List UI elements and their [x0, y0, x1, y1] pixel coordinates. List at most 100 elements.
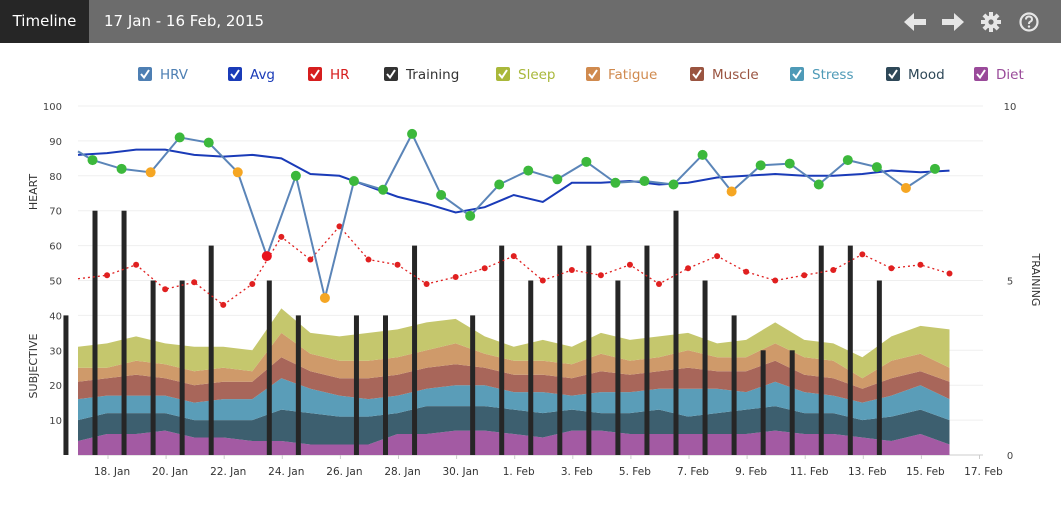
hrv-point: [116, 163, 127, 174]
axis-title-subjective: SUBJECTIVE: [27, 334, 40, 399]
legend-label-hrv[interactable]: HRV: [160, 67, 189, 83]
legend-checkbox-sleep[interactable]: [496, 67, 510, 81]
checkmark-icon: [310, 69, 320, 80]
timeline-chart: HRV Avg HR Training Sleep Fatigue Muscle Stress…: [27, 67, 1042, 478]
hrv-point: [581, 156, 592, 167]
hr-point: [191, 279, 198, 286]
toolbar: [903, 0, 1041, 43]
hr-point: [626, 261, 633, 268]
help-icon[interactable]: [1017, 10, 1041, 34]
hr-point: [772, 277, 779, 284]
axis-title-training: TRAINING: [1029, 253, 1042, 307]
gear-icon[interactable]: [979, 10, 1003, 34]
x-tick-label: 18. Jan: [94, 466, 130, 478]
legend-checkbox-fatigue[interactable]: [586, 67, 600, 81]
training-bar: [208, 245, 214, 455]
hr-point: [423, 280, 430, 287]
legend-label-avg[interactable]: Avg: [250, 67, 275, 83]
checkmark-icon: [976, 69, 986, 80]
left-tick-label: 70: [49, 207, 62, 218]
hr-point: [452, 274, 459, 281]
x-tick-label: 17. Feb: [964, 466, 1003, 478]
hr-point: [481, 265, 488, 272]
hrv-point: [523, 165, 534, 176]
arrow-right-icon[interactable]: [941, 10, 965, 34]
arrow-left-icon[interactable]: [903, 10, 927, 34]
left-tick-label: 60: [49, 242, 62, 253]
training-bar: [760, 350, 766, 455]
legend-checkbox-training[interactable]: [384, 67, 398, 81]
legend-label-stress[interactable]: Stress: [812, 67, 854, 83]
legend-checkbox-hr[interactable]: [308, 67, 322, 81]
checkmark-icon: [230, 69, 240, 80]
legend-checkbox-avg[interactable]: [228, 67, 242, 81]
training-bar: [383, 315, 388, 455]
legend-label-mood[interactable]: Mood: [908, 67, 945, 83]
checkmark-icon: [692, 69, 702, 80]
legend-label-training[interactable]: Training: [405, 67, 459, 83]
hrv-point: [871, 162, 882, 173]
hr-point: [249, 280, 256, 287]
hr-point: [539, 277, 546, 284]
legend-checkbox-hrv[interactable]: [138, 67, 152, 81]
checkmark-icon: [498, 69, 508, 80]
hrv-point: [697, 149, 708, 160]
training-bar: [470, 315, 476, 455]
hrv-point: [755, 160, 766, 171]
right-tick-label: 0: [1007, 451, 1013, 462]
hr-point: [394, 261, 401, 268]
hrv-point: [813, 179, 824, 190]
x-tick-label: 11. Feb: [790, 466, 829, 478]
legend-checkbox-stress[interactable]: [790, 67, 804, 81]
hr-point: [656, 280, 662, 287]
hrv-point: [668, 179, 679, 190]
hrv-point: [610, 177, 621, 188]
training-bar: [818, 245, 824, 455]
training-bar: [63, 315, 69, 455]
hrv-point: [929, 163, 940, 174]
hrv-point: [203, 137, 214, 148]
x-tick-label: 5. Feb: [619, 466, 651, 478]
training-bar: [412, 245, 418, 455]
training-bar: [615, 280, 621, 455]
hrv-point: [494, 179, 505, 190]
hr-point: [597, 272, 604, 279]
training-bar: [92, 210, 98, 455]
tab-timeline[interactable]: Timeline: [0, 0, 89, 43]
legend-label-fatigue[interactable]: Fatigue: [608, 67, 657, 83]
hr-point: [685, 265, 692, 272]
legend-label-diet[interactable]: Diet: [996, 67, 1024, 83]
x-tick-label: 24. Jan: [268, 466, 304, 478]
legend-checkbox-mood[interactable]: [886, 67, 900, 81]
hrv-point: [842, 155, 853, 166]
hrv-point: [87, 155, 98, 166]
training-bar: [528, 280, 534, 455]
hrv-point: [726, 186, 737, 197]
hr-point: [568, 267, 575, 274]
legend-label-sleep[interactable]: Sleep: [518, 67, 556, 83]
left-tick-label: 90: [49, 137, 62, 148]
training-bar: [586, 245, 592, 455]
top-bar: Timeline 17 Jan - 16 Feb, 2015: [0, 0, 1061, 43]
hrv-point: [639, 176, 650, 187]
x-tick-label: 20. Jan: [152, 466, 188, 478]
training-bar: [266, 280, 272, 455]
legend-label-muscle[interactable]: Muscle: [712, 67, 759, 83]
hrv-point: [552, 174, 563, 185]
legend-label-hr[interactable]: HR: [330, 67, 350, 83]
checkmark-icon: [140, 69, 150, 80]
hr-point: [104, 272, 111, 279]
hr-point: [162, 286, 169, 293]
legend-checkbox-diet[interactable]: [974, 67, 988, 81]
hrv-point: [174, 132, 185, 143]
x-tick-label: 30. Jan: [442, 466, 478, 478]
hrv-line: [92, 131, 936, 299]
hr-point: [859, 251, 866, 258]
hr-point: [278, 233, 285, 240]
training-bar: [121, 210, 127, 455]
training-bar: [295, 315, 301, 455]
legend-checkbox-muscle[interactable]: [690, 67, 704, 81]
x-tick-label: 28. Jan: [384, 466, 420, 478]
hrv-point: [290, 170, 301, 181]
hrv-point: [407, 128, 418, 139]
